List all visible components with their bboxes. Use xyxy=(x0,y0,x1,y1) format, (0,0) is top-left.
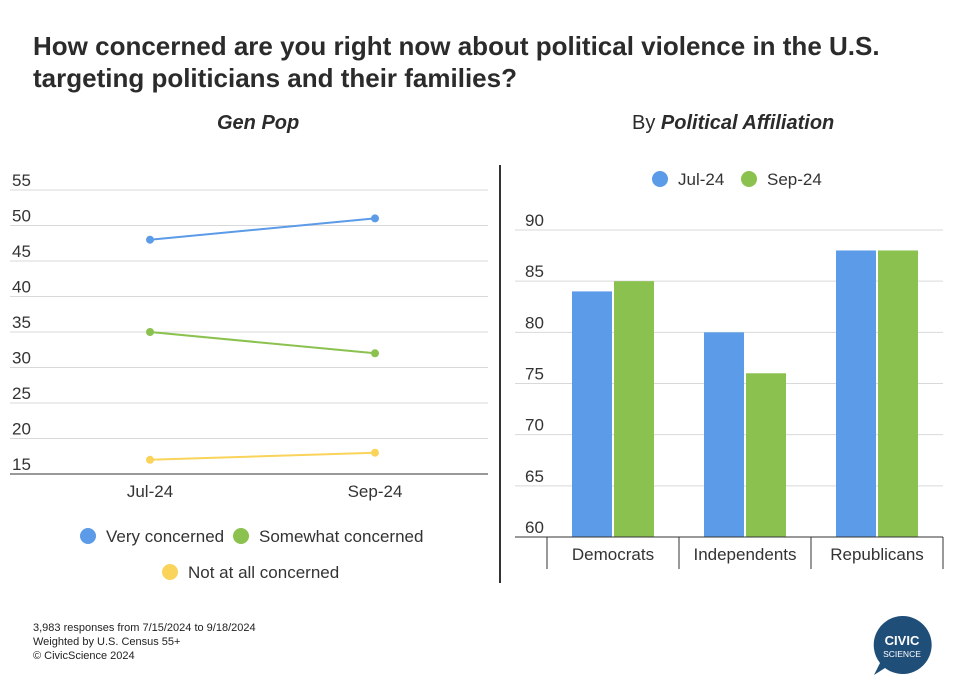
civicscience-logo: CIVIC SCIENCE xyxy=(873,615,932,675)
left-y-tick-label: 45 xyxy=(12,242,31,261)
right-panel-title-prefix: By xyxy=(632,112,661,134)
legend-label: Sep-24 xyxy=(767,170,822,189)
left-y-tick-label: 30 xyxy=(12,349,31,368)
chart-title: How concerned are you right now about po… xyxy=(33,31,880,93)
left-y-tick-label: 40 xyxy=(12,278,31,297)
line-point xyxy=(146,455,154,464)
panel-divider xyxy=(499,165,501,583)
line-point xyxy=(146,235,154,244)
footer-responses: 3,983 responses from 7/15/2024 to 9/18/2… xyxy=(33,622,256,634)
right-x-tick-label: Republicans xyxy=(830,545,924,564)
left-y-tick-label: 15 xyxy=(12,455,31,474)
left-y-tick-label: 35 xyxy=(12,313,31,332)
right-panel-title-emphasis: Political Affiliation xyxy=(660,112,835,134)
right-y-tick-label: 75 xyxy=(525,365,544,384)
bar xyxy=(878,250,918,537)
line-point xyxy=(371,448,379,457)
line-series xyxy=(149,451,376,461)
right-y-tick-label: 85 xyxy=(525,262,544,281)
left-x-tick-label: Jul-24 xyxy=(127,482,173,501)
left-y-tick-label: 25 xyxy=(12,384,31,403)
footer: 3,983 responses from 7/15/2024 to 9/18/2… xyxy=(33,621,256,663)
legend-marker xyxy=(741,171,757,187)
legend-label: Very concerned xyxy=(106,527,224,546)
bar xyxy=(836,250,876,537)
line-point xyxy=(371,214,379,223)
right-y-tick-label: 60 xyxy=(525,518,544,537)
line-point xyxy=(371,349,379,358)
legend-marker xyxy=(233,528,249,544)
right-panel-title: By Political Affiliation xyxy=(632,112,834,135)
bar xyxy=(572,291,612,537)
right-y-tick-label: 90 xyxy=(525,211,544,230)
left-y-tick-label: 20 xyxy=(12,420,31,439)
left-panel-title-text: Gen Pop xyxy=(217,112,300,134)
legend-marker xyxy=(652,171,668,187)
bar xyxy=(704,332,744,537)
left-panel-title: Gen Pop xyxy=(217,112,299,135)
legend-label: Not at all concerned xyxy=(188,563,339,582)
bar xyxy=(746,373,786,537)
footer-copyright: © CivicScience 2024 xyxy=(33,650,135,662)
line-series xyxy=(149,217,376,241)
legend-label: Somewhat concerned xyxy=(259,527,423,546)
right-y-tick-label: 80 xyxy=(525,313,544,332)
right-x-tick-label: Democrats xyxy=(572,545,654,564)
footer-weighting: Weighted by U.S. Census 55+ xyxy=(33,636,181,648)
left-x-tick-label: Sep-24 xyxy=(348,482,403,501)
right-y-tick-label: 65 xyxy=(525,467,544,486)
right-x-tick-label: Independents xyxy=(693,545,796,564)
logo-text-science: SCIENCE xyxy=(883,649,921,659)
legend-label: Jul-24 xyxy=(678,170,724,189)
right-y-tick-label: 70 xyxy=(525,416,544,435)
legend-marker xyxy=(162,564,178,580)
legend-marker xyxy=(80,528,96,544)
left-y-tick-label: 55 xyxy=(12,171,31,190)
line-point xyxy=(146,328,154,336)
left-y-tick-label: 50 xyxy=(12,207,31,226)
logo-text-civic: CIVIC xyxy=(885,633,920,648)
line-series xyxy=(149,331,376,355)
bar xyxy=(614,281,654,537)
